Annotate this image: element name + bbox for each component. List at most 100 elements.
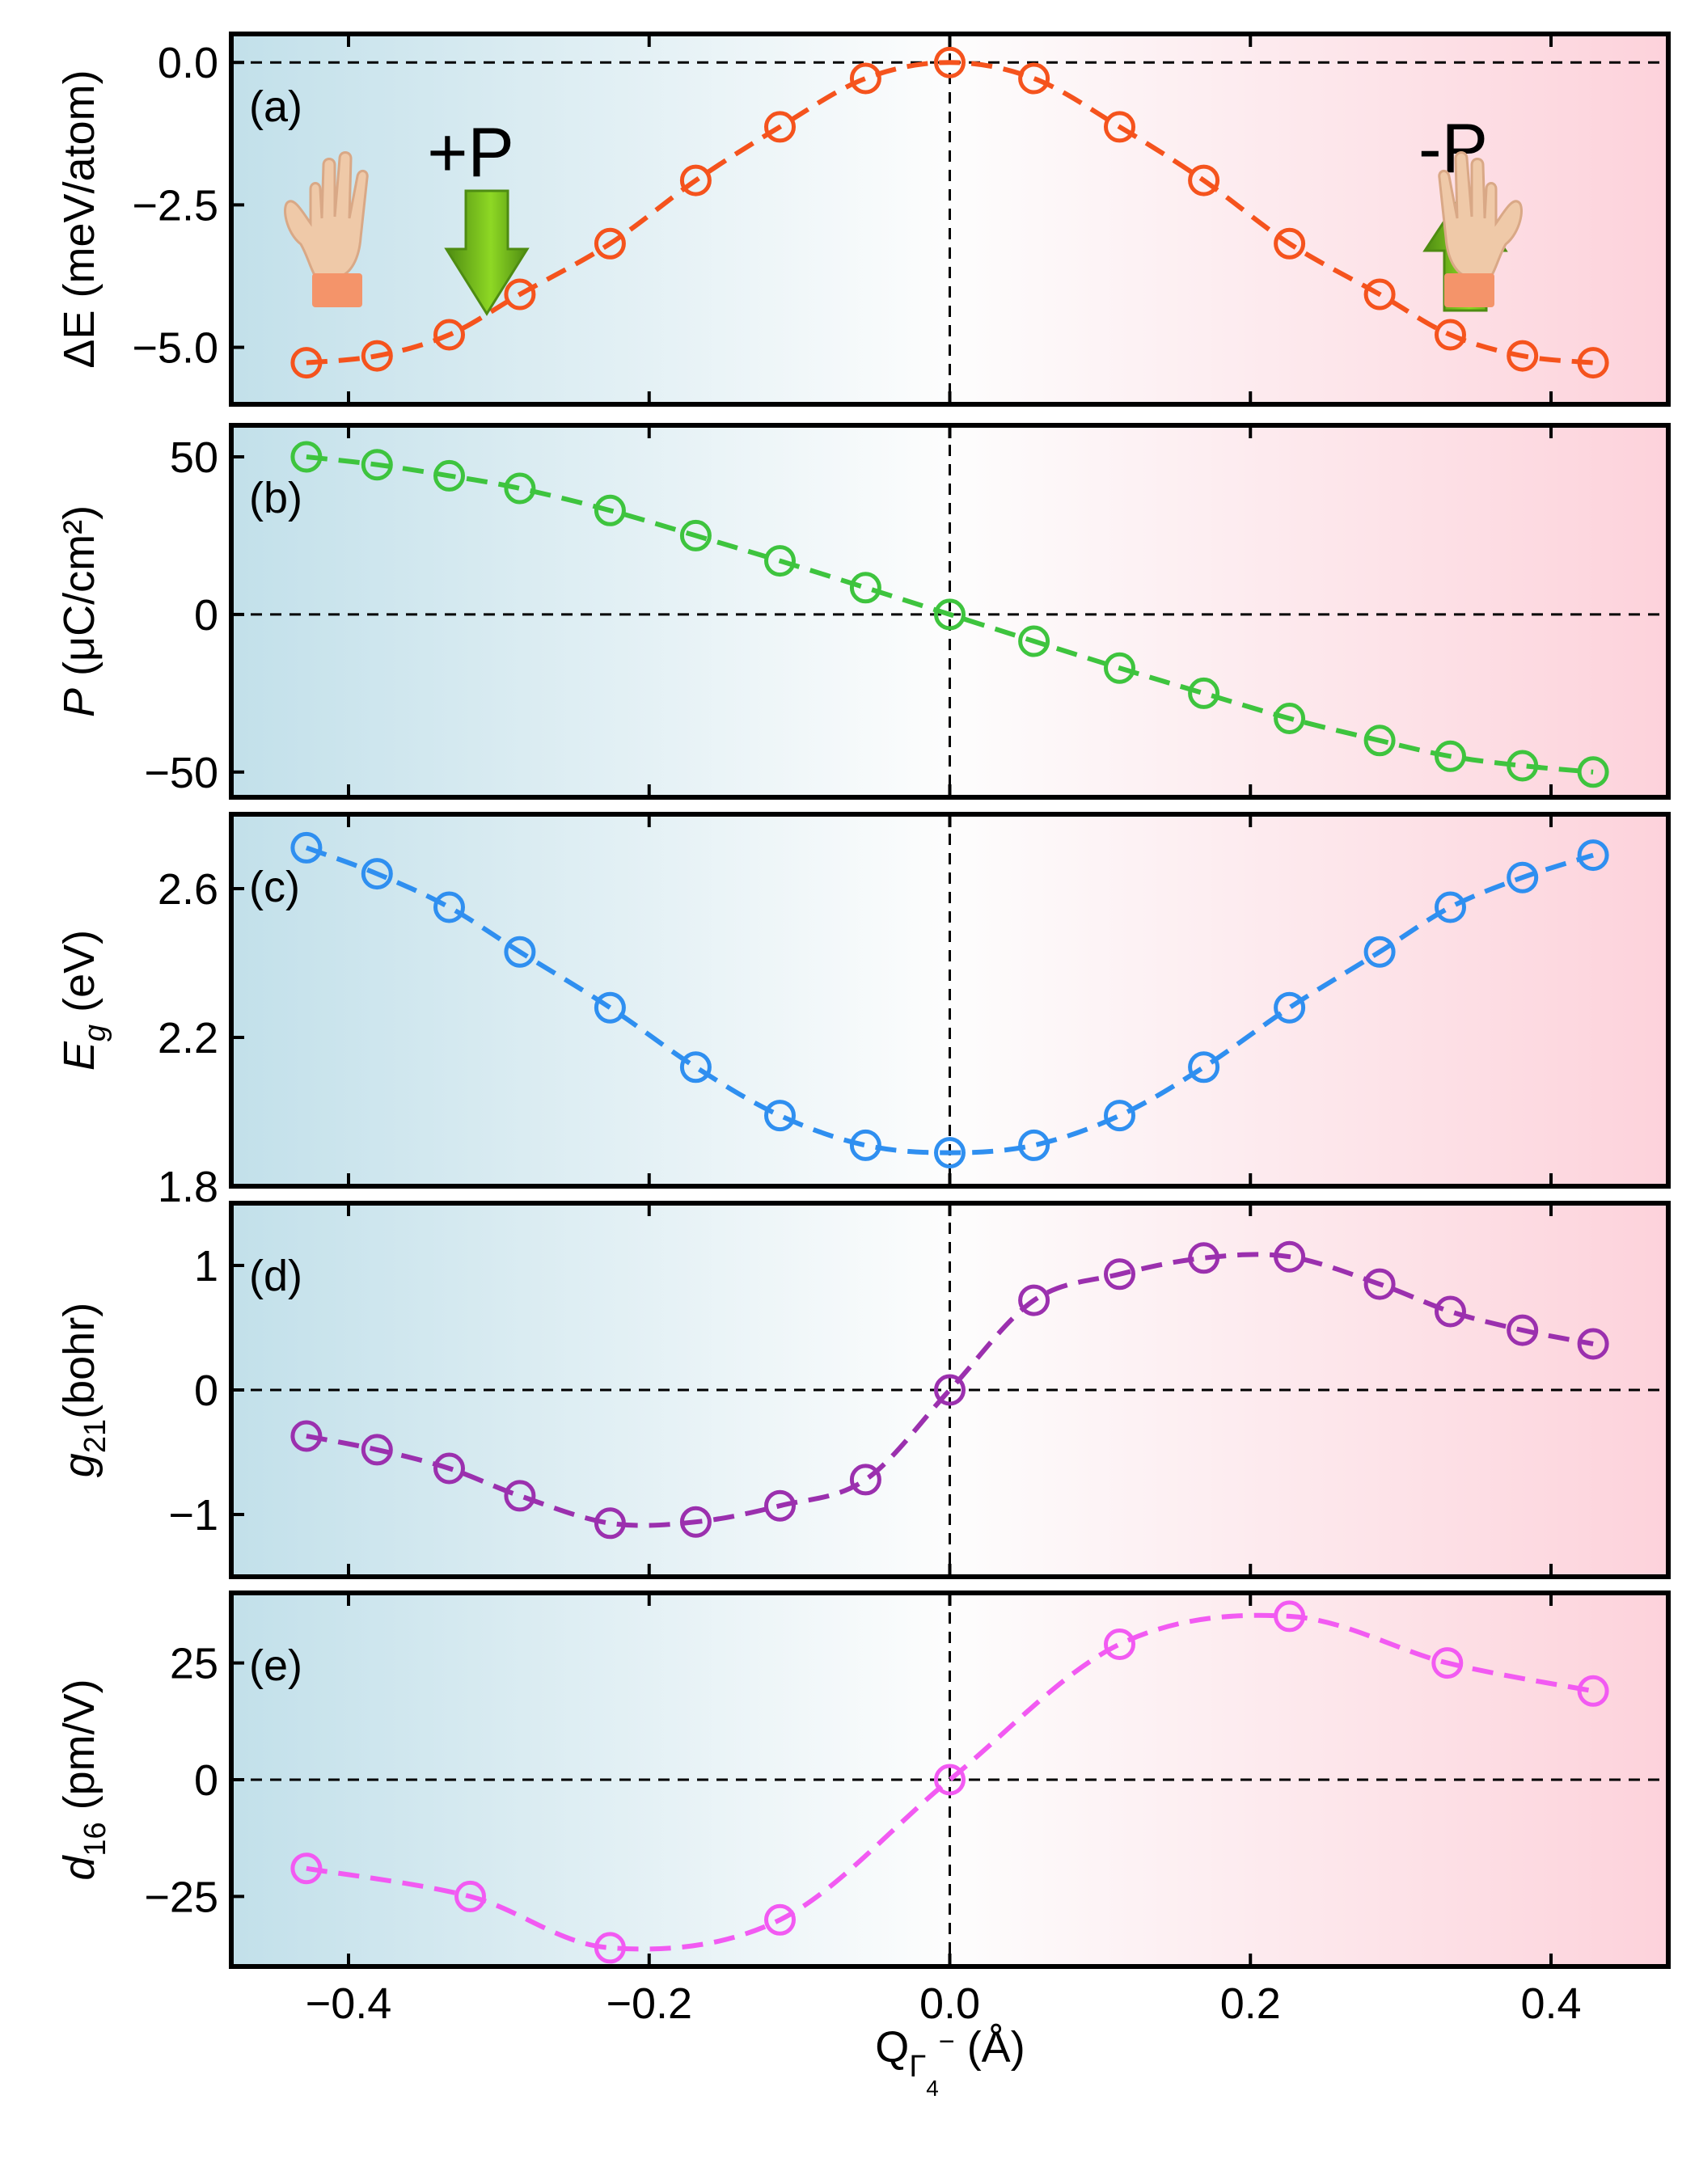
data-point: [504, 472, 536, 505]
y-tick-label: 1.8: [158, 1163, 218, 1211]
y-tick-label: 25: [170, 1640, 218, 1688]
data-point: [1104, 111, 1135, 143]
y-tick-label: 0: [194, 1756, 218, 1805]
y-axis-label-rest: (pm/V): [55, 1679, 104, 1822]
data-point: [1018, 1284, 1050, 1316]
x-axis-label-main: Q: [875, 2023, 909, 2072]
data-point: [679, 519, 712, 551]
data-point: [1577, 756, 1609, 788]
panel-frame: [229, 32, 1671, 407]
data-point: [361, 449, 393, 481]
data-point: [361, 340, 393, 372]
panel-label: (d): [249, 1252, 302, 1300]
x-axis-label-sup: −: [939, 2026, 955, 2057]
x-tick-label: 0.2: [1220, 1979, 1281, 2028]
data-point: [361, 858, 393, 890]
data-point: [1188, 1242, 1220, 1274]
data-point: [454, 1880, 486, 1912]
y-tick-label: 0: [194, 591, 218, 640]
data-point: [290, 441, 323, 473]
data-point: [1577, 839, 1609, 872]
y-axis-label: d16 (pm/V): [55, 1679, 112, 1880]
data-point: [594, 494, 626, 526]
data-point: [934, 1137, 966, 1169]
panel-d: 1 0 −1 (d) g21(bohr): [55, 1201, 1671, 1579]
data-point: [1018, 1129, 1050, 1161]
data-point: [764, 111, 796, 143]
data-point: [504, 936, 536, 968]
data-point: [1188, 1051, 1220, 1084]
y-tick-label: 0: [194, 1367, 218, 1415]
right-hand-icon: [1438, 151, 1523, 307]
data-point: [433, 1452, 465, 1485]
x-axis-label-subsub: 4: [926, 2076, 939, 2101]
series-line-ΔE: [306, 60, 1594, 365]
data-point: [764, 1903, 796, 1936]
series-line-Eg: [305, 845, 1595, 1155]
panel-c: 2.6 2.2 1.8 (c) Eg (eV): [55, 812, 1671, 1211]
data-point: [849, 62, 881, 95]
x-axis-label-rest: (Å): [955, 2023, 1025, 2072]
data-point: [934, 46, 966, 78]
series-line-P: [306, 454, 1594, 775]
y-axis-label-sub: 21: [78, 1419, 112, 1453]
data-point: [1435, 740, 1466, 772]
y-axis-label-sub: g: [78, 1024, 112, 1041]
data-point: [1363, 936, 1396, 968]
plus-p-label: +P: [427, 114, 514, 192]
y-axis-label: Eg (eV): [55, 930, 112, 1071]
data-point: [1018, 625, 1050, 657]
y-tick-label: 2.6: [158, 865, 218, 914]
data-point: [594, 1507, 626, 1540]
y-axis-label-main: g: [55, 1453, 104, 1477]
x-axis-label-sub: Γ: [909, 2050, 926, 2084]
y-axis-label: g21(bohr): [55, 1303, 112, 1477]
left-hand-icon: [284, 151, 369, 307]
y-tick-label: −1: [168, 1491, 218, 1540]
data-point: [1188, 164, 1220, 196]
data-point: [849, 572, 881, 604]
y-axis-label: ΔE (meV/atom): [55, 70, 104, 368]
x-tick-label: −0.2: [606, 1979, 692, 2028]
data-point: [1274, 991, 1306, 1024]
data-point: [849, 1129, 881, 1161]
x-axis-label: QΓ4− (Å): [875, 2023, 1025, 2101]
data-point: [1363, 724, 1396, 757]
data-point: [934, 598, 966, 631]
data-point: [849, 1464, 881, 1496]
panel-e: 25 0 −25 −0.4 −0.2 0.0 0.2 0.4 (e) d16 (pm/V): [55, 1590, 1671, 2028]
data-point: [1188, 677, 1220, 709]
panel-frame: [229, 1201, 1671, 1579]
data-point: [934, 1374, 966, 1406]
data-point: [1274, 1240, 1306, 1273]
data-point: [594, 991, 626, 1024]
data-point: [1431, 1647, 1464, 1679]
y-tick-label: −50: [144, 749, 218, 797]
data-point: [1577, 1328, 1609, 1360]
y-axis-label-rest: (μC/cm²): [55, 505, 104, 688]
data-point: [1435, 891, 1466, 923]
x-tick-label: 0.4: [1520, 1979, 1581, 2028]
y-axis-label-rest: (bohr): [55, 1303, 104, 1419]
y-tick-label: −25: [144, 1873, 218, 1921]
data-point: [594, 227, 626, 260]
down-arrow-icon: [444, 189, 530, 316]
y-tick-label: 50: [170, 433, 218, 482]
data-point: [1104, 1100, 1135, 1132]
data-point: [504, 278, 536, 310]
data-point: [1104, 1258, 1135, 1291]
data-point: [594, 1932, 626, 1964]
panel-label: (e): [249, 1641, 302, 1690]
data-point: [1507, 340, 1539, 372]
data-point: [764, 1489, 796, 1522]
data-point: [504, 1480, 536, 1512]
panel-label: (b): [249, 474, 302, 522]
panel-frame: [229, 423, 1671, 800]
data-point: [290, 347, 323, 379]
data-point: [1577, 1675, 1609, 1707]
y-tick-label: 1: [194, 1242, 218, 1291]
data-point: [1274, 703, 1306, 734]
y-tick-label: −5.0: [132, 324, 218, 373]
panel-frame: [229, 1590, 1671, 1969]
data-point: [361, 1434, 393, 1466]
